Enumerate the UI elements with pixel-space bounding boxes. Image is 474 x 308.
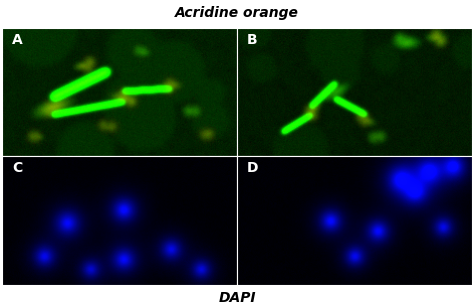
- Text: Acridine orange: Acridine orange: [175, 6, 299, 20]
- Text: D: D: [246, 161, 258, 176]
- Text: B: B: [246, 33, 257, 47]
- Text: A: A: [12, 33, 22, 47]
- Text: DAPI: DAPI: [218, 291, 256, 305]
- Text: C: C: [12, 161, 22, 176]
